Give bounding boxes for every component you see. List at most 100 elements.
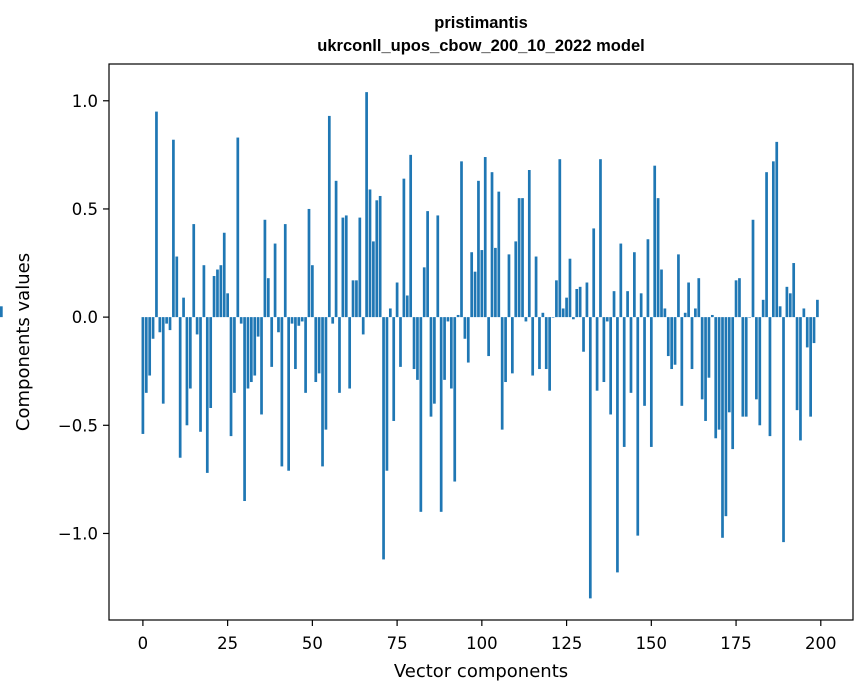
x-tick-label: 125: [551, 634, 583, 653]
bar: [202, 265, 206, 318]
bar: [572, 317, 575, 320]
bar: [578, 286, 582, 318]
bar: [365, 92, 368, 318]
bar: [368, 189, 372, 318]
bar: [175, 256, 179, 318]
bar: [599, 159, 602, 318]
bar: [768, 317, 772, 437]
bar: [334, 180, 338, 318]
bar: [412, 317, 416, 370]
bar: [721, 317, 724, 538]
bar: [375, 200, 379, 318]
bar: [239, 317, 243, 324]
bar: [717, 317, 721, 430]
bar: [626, 291, 629, 318]
bar: [649, 317, 653, 447]
bar: [680, 317, 684, 406]
bar: [178, 317, 182, 458]
bar: [666, 317, 670, 357]
bar: [344, 215, 348, 318]
bar: [300, 317, 304, 322]
bar: [633, 252, 636, 318]
bar: [297, 317, 301, 326]
bar: [419, 317, 423, 512]
x-tick-label: 150: [636, 634, 668, 653]
bar: [585, 282, 589, 318]
bar: [436, 215, 440, 318]
bar: [392, 317, 396, 421]
bar: [663, 308, 667, 318]
y-tick-label: 1.0: [72, 92, 98, 111]
bar: [195, 317, 199, 335]
bar: [504, 317, 507, 383]
bar: [338, 317, 341, 393]
bar: [707, 317, 711, 378]
bar: [629, 317, 633, 393]
bar: [582, 317, 585, 352]
bar: [429, 317, 433, 417]
y-axis: −1.0 −0.5 0.0 0.5 1.0: [58, 92, 109, 543]
bar: [670, 317, 674, 370]
bar: [734, 280, 738, 318]
bar: [565, 297, 568, 318]
bar: [527, 170, 531, 318]
bar: [524, 317, 528, 322]
bar: [385, 317, 389, 471]
x-axis: 0 25 50 75 100 125 150 175 200: [138, 620, 837, 653]
bar: [673, 317, 677, 365]
bar: [477, 180, 480, 318]
bar: [683, 312, 687, 318]
chart-subtitle: ukrconll_upos_cbow_200_10_2022 model: [317, 37, 644, 55]
x-tick-label: 25: [217, 634, 238, 653]
bar: [253, 317, 257, 376]
bar: [409, 154, 413, 318]
bar: [158, 317, 162, 333]
bar: [433, 317, 436, 404]
bar: [351, 280, 355, 318]
bar: [229, 317, 233, 437]
bar: [460, 161, 463, 318]
bar: [636, 317, 640, 536]
bar: [463, 317, 467, 339]
bar: [541, 312, 545, 318]
bar: [687, 282, 690, 318]
bar: [799, 317, 802, 441]
bar: [775, 141, 779, 318]
bar: [622, 317, 626, 447]
bar: [416, 317, 419, 380]
y-tick-label: 0.0: [72, 308, 98, 327]
bar: [355, 280, 358, 318]
bar: [555, 280, 558, 318]
bar: [534, 256, 538, 318]
bar: [778, 306, 782, 318]
bar: [161, 317, 165, 404]
bar: [219, 265, 223, 318]
bar: [382, 317, 385, 560]
bar: [812, 317, 816, 344]
bar: [405, 295, 409, 318]
bar: [507, 254, 511, 318]
x-axis-label: Vector components: [394, 661, 568, 682]
bar: [500, 317, 504, 430]
bar: [480, 250, 484, 318]
x-tick-label: 175: [720, 634, 752, 653]
bar: [761, 299, 765, 318]
bar: [290, 317, 294, 324]
bar: [426, 211, 429, 318]
bar: [283, 224, 287, 318]
bar: [466, 317, 470, 363]
bar: [331, 317, 335, 324]
bar: [551, 317, 555, 318]
bar: [619, 243, 623, 318]
bar: [473, 271, 477, 318]
bar: [751, 219, 755, 318]
bar: [602, 317, 606, 383]
bar: [710, 314, 714, 318]
bar: [616, 317, 619, 573]
bar: [575, 289, 579, 318]
x-tick-label: 100: [466, 634, 498, 653]
bar: [185, 317, 189, 426]
x-tick-label: 0: [138, 634, 149, 653]
bar: [514, 241, 518, 318]
bar: [643, 317, 646, 406]
